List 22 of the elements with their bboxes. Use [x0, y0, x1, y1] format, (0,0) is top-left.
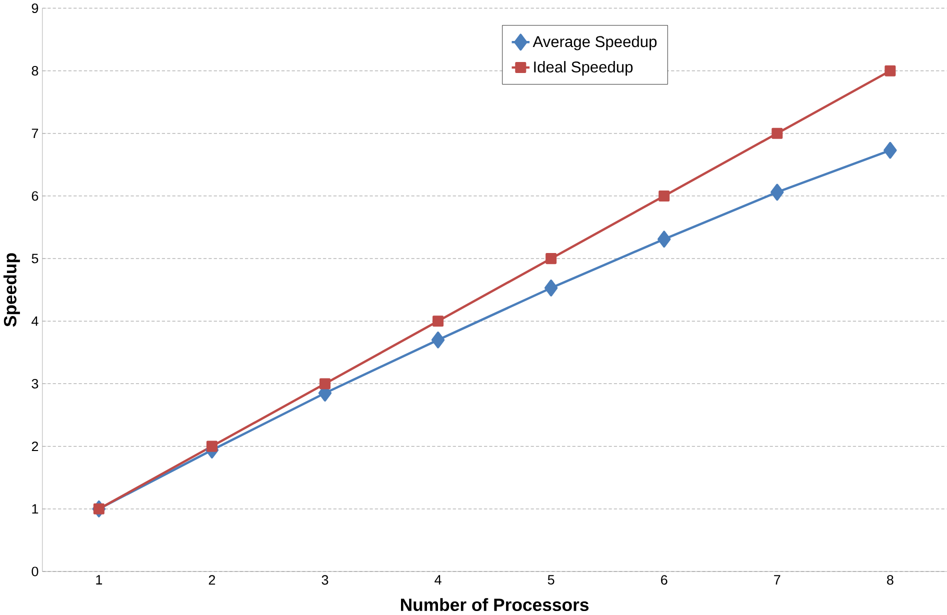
- y-tick-label: 2: [32, 442, 38, 452]
- x-tick-label: 2: [208, 575, 216, 585]
- y-tick-label: 1: [32, 504, 38, 514]
- x-tick-label: 3: [322, 575, 328, 585]
- legend-label: Ideal Speedup: [534, 61, 633, 76]
- legend-label: Average Speedup: [532, 36, 657, 50]
- x-tick-label: 6: [661, 575, 668, 585]
- y-tick-label: 7: [32, 128, 38, 138]
- y-axis-title: Speedup: [3, 254, 20, 327]
- y-tick-label: 4: [32, 316, 38, 326]
- x-axis-title: Number of Processors: [401, 598, 589, 612]
- y-tick-label: 9: [32, 4, 38, 14]
- y-tick-label: 5: [32, 254, 38, 264]
- x-tick-label: 4: [434, 575, 442, 585]
- y-tick-label: 0: [32, 566, 38, 576]
- x-tick-label: 8: [887, 575, 894, 585]
- y-tick-label: 8: [32, 66, 38, 76]
- x-tick-label: 7: [774, 575, 780, 585]
- y-tick-label: 6: [32, 191, 38, 201]
- x-tick-label: 1: [96, 575, 102, 585]
- x-tick-label: 5: [548, 575, 554, 585]
- y-tick-label: 3: [32, 379, 38, 389]
